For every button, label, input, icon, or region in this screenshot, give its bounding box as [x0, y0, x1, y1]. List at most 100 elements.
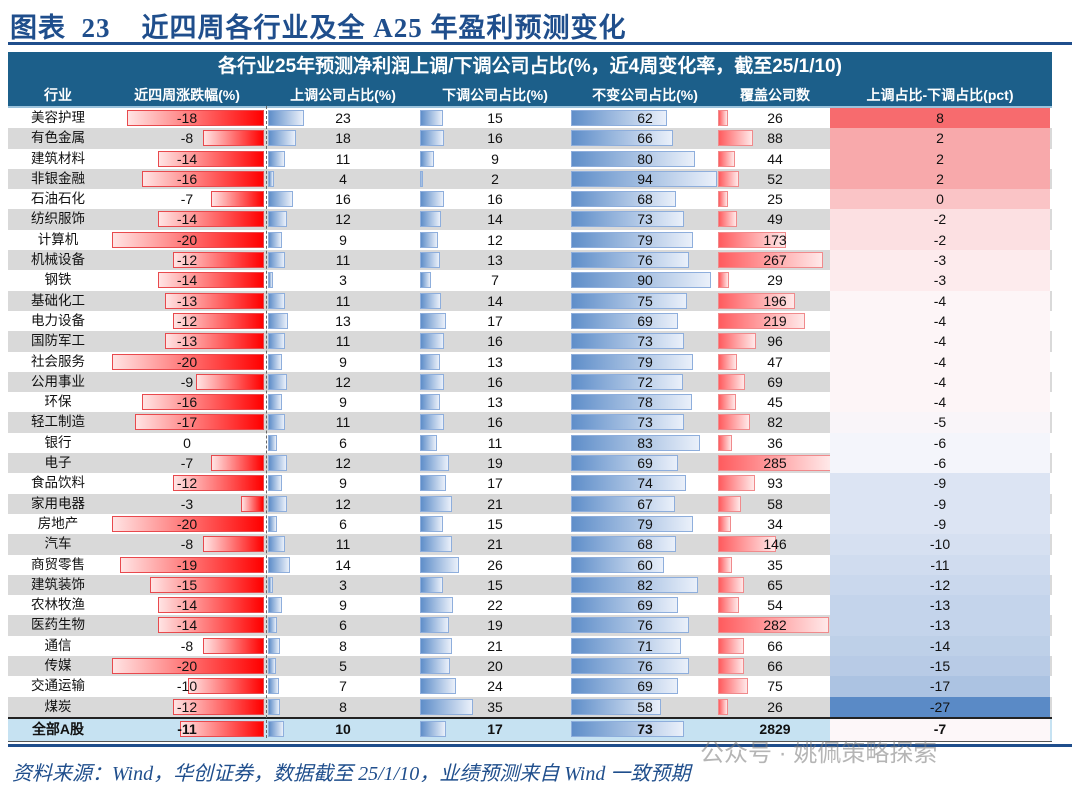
coverage-bar	[718, 333, 756, 350]
unchanged-share-bar	[571, 495, 675, 512]
up-share-bar	[268, 536, 286, 553]
down-share-bar	[420, 720, 446, 737]
net-revision-cell: -27	[830, 696, 1050, 717]
net-revision-cell: -2	[830, 229, 1050, 251]
change-bar	[112, 515, 264, 532]
change-value: -18	[176, 110, 198, 126]
down-share-bar	[420, 414, 444, 431]
change-bar	[241, 495, 264, 512]
change-bar	[172, 312, 264, 329]
up-share-bar	[268, 353, 282, 370]
up-share-bar	[268, 576, 273, 593]
axis-divider	[266, 106, 267, 738]
change-value: -17	[176, 414, 198, 431]
up-share-value: 3	[339, 576, 347, 593]
table-row: 食品饮料 -12 9 17 74 93 -9	[8, 473, 1052, 494]
coverage-value: 69	[767, 373, 783, 390]
coverage-value: 219	[763, 312, 787, 329]
unchanged-share-value: 68	[637, 536, 653, 553]
down-share-bar	[420, 394, 440, 411]
change-bar	[210, 455, 264, 472]
industry-name: 交通运输	[31, 678, 85, 695]
industry-name: 商贸零售	[31, 556, 85, 573]
change-value: -8	[180, 130, 194, 147]
unchanged-share-value: 74	[637, 475, 653, 492]
coverage-value: 34	[767, 515, 783, 532]
up-share-value: 23	[335, 110, 351, 126]
coverage-value: 47	[767, 353, 783, 370]
net-revision-cell: -10	[830, 534, 1050, 555]
net-revision-cell: 2	[830, 168, 1050, 190]
change-value: -16	[176, 170, 198, 187]
coverage-bar	[718, 150, 736, 167]
coverage-bar	[718, 556, 732, 573]
coverage-bar	[718, 434, 733, 451]
net-revision-cell: -14	[830, 635, 1050, 657]
coverage-value: 66	[767, 658, 783, 675]
down-share-value: 16	[487, 373, 503, 390]
coverage-value: 82	[767, 414, 783, 431]
down-share-bar	[420, 475, 446, 492]
up-share-bar	[268, 698, 281, 715]
down-share-value: 13	[487, 252, 503, 269]
up-share-value: 6	[339, 617, 347, 634]
net-revision-cell: -4	[830, 392, 1050, 413]
unchanged-share-bar	[571, 720, 685, 737]
net-revision-cell: -9	[830, 513, 1050, 535]
up-share-value: 12	[335, 211, 351, 228]
unchanged-share-bar	[571, 312, 678, 329]
change-value: -15	[176, 576, 198, 593]
net-revision-cell: 2	[830, 128, 1050, 149]
industry-name: 食品饮料	[31, 475, 85, 492]
coverage-bar	[718, 414, 751, 431]
net-revision-cell: -4	[830, 310, 1050, 332]
table-row: 基础化工 -13 11 14 75 196 -4	[8, 290, 1052, 311]
bottom-rule	[8, 744, 1072, 747]
table-row: 社会服务 -20 9 13 79 47 -4	[8, 351, 1052, 372]
industry-name: 美容护理	[31, 110, 85, 126]
up-share-value: 9	[339, 597, 347, 614]
coverage-bar	[718, 597, 740, 614]
coverage-bar	[718, 394, 736, 411]
unchanged-share-value: 83	[637, 434, 653, 451]
coverage-value: 26	[767, 110, 783, 126]
coverage-bar	[718, 272, 730, 289]
unchanged-share-bar	[571, 515, 694, 532]
column-header: 上调公司占比(%)	[290, 87, 396, 103]
table-row: 建筑装饰 -15 3 15 82 65 -12	[8, 574, 1052, 596]
column-header: 近四周涨跌幅(%)	[134, 87, 240, 103]
change-value: -14	[176, 272, 198, 289]
column-header: 覆盖公司数	[740, 87, 810, 103]
net-revision-cell: -9	[830, 473, 1050, 494]
unchanged-share-value: 67	[637, 495, 653, 512]
down-share-bar	[420, 231, 438, 248]
coverage-bar	[718, 110, 729, 126]
unchanged-share-value: 94	[637, 170, 653, 187]
down-share-value: 24	[487, 678, 503, 695]
unchanged-share-bar	[571, 678, 678, 695]
change-value: -20	[176, 658, 198, 675]
column-header: 行业	[44, 87, 72, 103]
up-share-bar	[268, 150, 286, 167]
up-share-bar	[268, 515, 278, 532]
coverage-bar	[718, 170, 739, 187]
down-share-value: 16	[487, 333, 503, 350]
up-share-value: 11	[335, 414, 351, 431]
coverage-value: 29	[767, 272, 783, 289]
up-share-bar	[268, 170, 275, 187]
coverage-bar	[718, 495, 741, 512]
up-share-value: 11	[335, 150, 351, 167]
unchanged-share-bar	[571, 475, 686, 492]
unchanged-share-bar	[571, 252, 689, 269]
unchanged-share-value: 71	[637, 637, 653, 654]
down-share-value: 11	[487, 434, 503, 451]
up-share-bar	[268, 272, 273, 289]
down-share-bar	[420, 312, 446, 329]
up-share-bar	[268, 211, 287, 228]
change-value: -19	[176, 556, 198, 573]
net-revision-cell: -12	[830, 574, 1050, 596]
change-bar	[119, 556, 264, 573]
coverage-bar	[718, 678, 748, 695]
unchanged-share-bar	[571, 637, 682, 654]
column-header: 上调占比-下调占比(pct)	[866, 87, 1014, 103]
